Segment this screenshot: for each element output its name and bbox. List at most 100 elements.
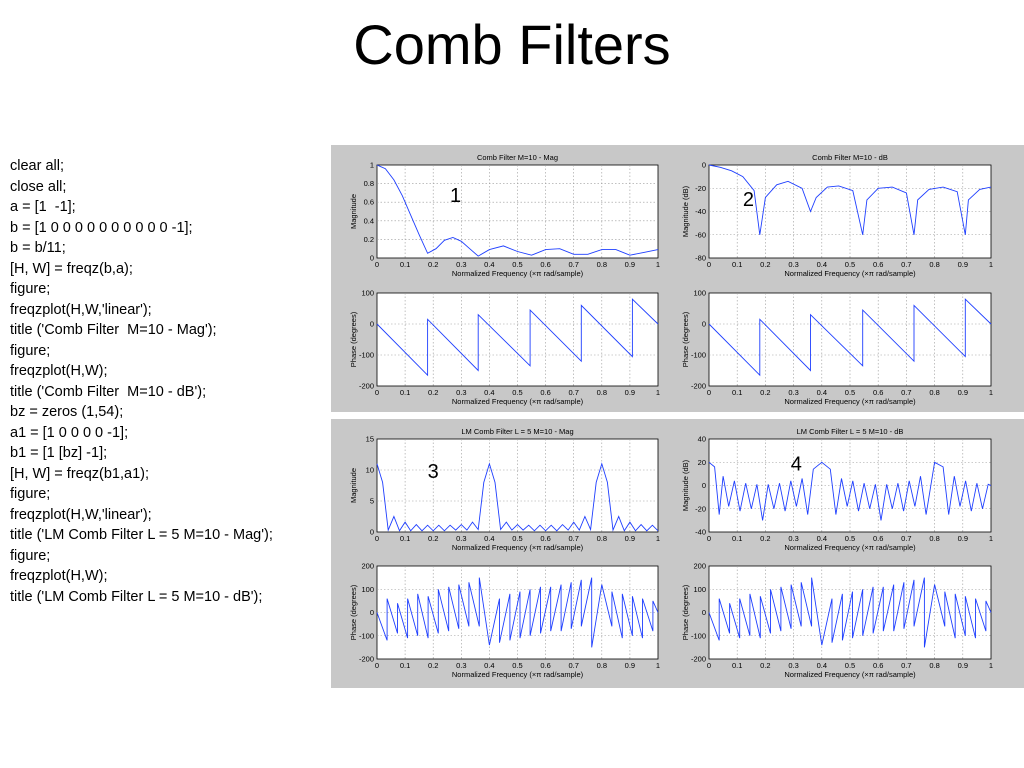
code-line: title ('Comb Filter M=10 - Mag'); (10, 322, 217, 338)
x-tick-label: 0.8 (929, 388, 939, 397)
x-tick-label: 0.2 (760, 388, 770, 397)
x-axis-label: Normalized Frequency (×π rad/sample) (452, 269, 584, 278)
y-tick-label: 200 (693, 562, 706, 571)
x-tick-label: 1 (656, 388, 660, 397)
chart-2: 0 0.1 0.2 0.3 0.4 0.5 0.6 0.7 0.8 0.9 1 -80 -60 -40 -2… (681, 153, 993, 278)
y-axis-label: Magnitude (349, 468, 358, 503)
code-line: bz = zeros (1,54); (10, 404, 124, 420)
chart-title: Comb Filter M=10 - Mag (477, 153, 558, 162)
x-tick-label: 0.7 (568, 388, 578, 397)
x-tick-label: 0.9 (958, 661, 968, 670)
x-tick-label: 0.7 (568, 260, 578, 269)
x-tick-label: 0.8 (929, 534, 939, 543)
y-axis-label: Phase (degrees) (349, 584, 358, 640)
code-line: clear all; (10, 158, 64, 174)
x-tick-label: 0.5 (845, 388, 855, 397)
y-tick-label: -200 (691, 655, 706, 664)
x-tick-label: 0.5 (512, 534, 522, 543)
x-tick-label: 0.7 (568, 534, 578, 543)
x-tick-label: 0.8 (929, 661, 939, 670)
x-axis-label: Normalized Frequency (×π rad/sample) (784, 397, 916, 406)
code-line: figure; (10, 281, 51, 297)
series-line (376, 164, 659, 257)
x-tick-label: 0.5 (845, 260, 855, 269)
y-axis-label: Phase (degrees) (681, 311, 690, 367)
x-tick-label: 0.9 (625, 388, 635, 397)
x-tick-label: 0.6 (873, 661, 883, 670)
y-tick-label: -100 (359, 631, 374, 640)
x-axis-label: Normalized Frequency (×π rad/sample) (452, 670, 584, 679)
y-tick-label: -100 (691, 631, 706, 640)
series-line (708, 461, 992, 521)
code-line: freqzplot(H,W,'linear'); (10, 506, 152, 523)
y-tick-label: -200 (359, 382, 374, 391)
y-tick-label: 200 (361, 562, 374, 571)
x-tick-label: 0.3 (456, 388, 466, 397)
x-tick-label: 1 (656, 534, 660, 543)
x-tick-label: 0.2 (760, 534, 770, 543)
x-tick-label: 0.4 (817, 661, 827, 670)
x-axis-label: Normalized Frequency (×π rad/sample) (452, 397, 584, 406)
x-tick-label: 0.1 (732, 260, 742, 269)
matlab-code-block: clear all; close all; a = [1 -1]; b = [1 0 … (10, 156, 273, 607)
x-tick-label: 0.1 (732, 534, 742, 543)
x-tick-label: 0 (707, 388, 711, 397)
y-tick-label: 0 (702, 608, 706, 617)
x-tick-label: 0.6 (540, 661, 550, 670)
figure-number-annotation: 2 (743, 189, 754, 211)
y-tick-label: -60 (695, 230, 706, 239)
y-tick-label: -20 (695, 504, 706, 513)
code-line: b = b/11; (10, 240, 66, 256)
y-tick-label: 0 (702, 161, 706, 170)
y-tick-label: -100 (359, 351, 374, 360)
figure-panel-comb-filter: 0 0.1 0.2 0.3 0.4 0.5 0.6 0.7 0.8 0.9 1 0 0.2 0.4 0.6 0… (331, 145, 1024, 412)
x-tick-label: 0.7 (901, 534, 911, 543)
code-line: title ('LM Comb Filter L = 5 M=10 - Mag'… (10, 527, 273, 543)
chart-6: 0 0.1 0.2 0.3 0.4 0.5 0.6 0.7 0.8 0.9 1 -40 -20 0 20 40… (681, 427, 993, 552)
x-tick-label: 0.5 (512, 388, 522, 397)
x-tick-label: 0.4 (484, 534, 494, 543)
code-line: a = [1 -1]; (10, 199, 76, 215)
x-tick-label: 0 (375, 534, 379, 543)
chart-title: Comb Filter M=10 - dB (812, 153, 888, 162)
chart-title: LM Comb Filter L = 5 M=10 - dB (797, 427, 904, 436)
code-line: b = [1 0 0 0 0 0 0 0 0 0 0 -1]; (10, 219, 193, 236)
y-tick-label: 0.6 (364, 198, 374, 207)
x-tick-label: 0.6 (540, 260, 550, 269)
x-tick-label: 0.3 (788, 534, 798, 543)
y-tick-label: 0 (702, 320, 706, 329)
x-tick-label: 0.3 (456, 534, 466, 543)
code-line: figure; (10, 342, 51, 359)
x-tick-label: 0.3 (788, 260, 798, 269)
x-tick-label: 0.1 (400, 260, 410, 269)
chart-7: 0 0.1 0.2 0.3 0.4 0.5 0.6 0.7 0.8 0.9 1 -200 -100 0 10… (349, 562, 660, 680)
x-tick-label: 1 (989, 534, 993, 543)
y-axis-label: Magnitude (349, 194, 358, 229)
x-tick-label: 0.2 (428, 260, 438, 269)
y-tick-label: -40 (695, 207, 706, 216)
x-tick-label: 0 (707, 661, 711, 670)
x-tick-label: 1 (989, 260, 993, 269)
figure-number-annotation: 1 (450, 185, 461, 207)
x-tick-label: 1 (656, 260, 660, 269)
x-tick-label: 0.9 (625, 260, 635, 269)
code-line: title ('LM Comb Filter L = 5 M=10 - dB')… (10, 588, 263, 605)
code-line: freqzplot(H,W); (10, 568, 108, 584)
x-tick-label: 0.4 (817, 388, 827, 397)
series-line (376, 577, 659, 648)
code-line: [H, W] = freqz(b,a); (10, 260, 133, 277)
x-tick-label: 0.1 (400, 534, 410, 543)
slide-title: Comb Filters (353, 13, 671, 76)
code-line: [H, W] = freqz(b1,a1); (10, 465, 150, 482)
y-tick-label: 10 (366, 466, 374, 475)
y-tick-label: 0 (370, 320, 374, 329)
x-tick-label: 0.4 (484, 388, 494, 397)
series-line (376, 298, 659, 377)
chart-title: LM Comb Filter L = 5 M=10 - Mag (461, 427, 573, 436)
x-tick-label: 1 (989, 661, 993, 670)
y-tick-label: 0 (370, 608, 374, 617)
code-line: figure; (10, 547, 51, 564)
x-tick-label: 0.5 (845, 661, 855, 670)
x-axis-label: Normalized Frequency (×π rad/sample) (784, 269, 916, 278)
